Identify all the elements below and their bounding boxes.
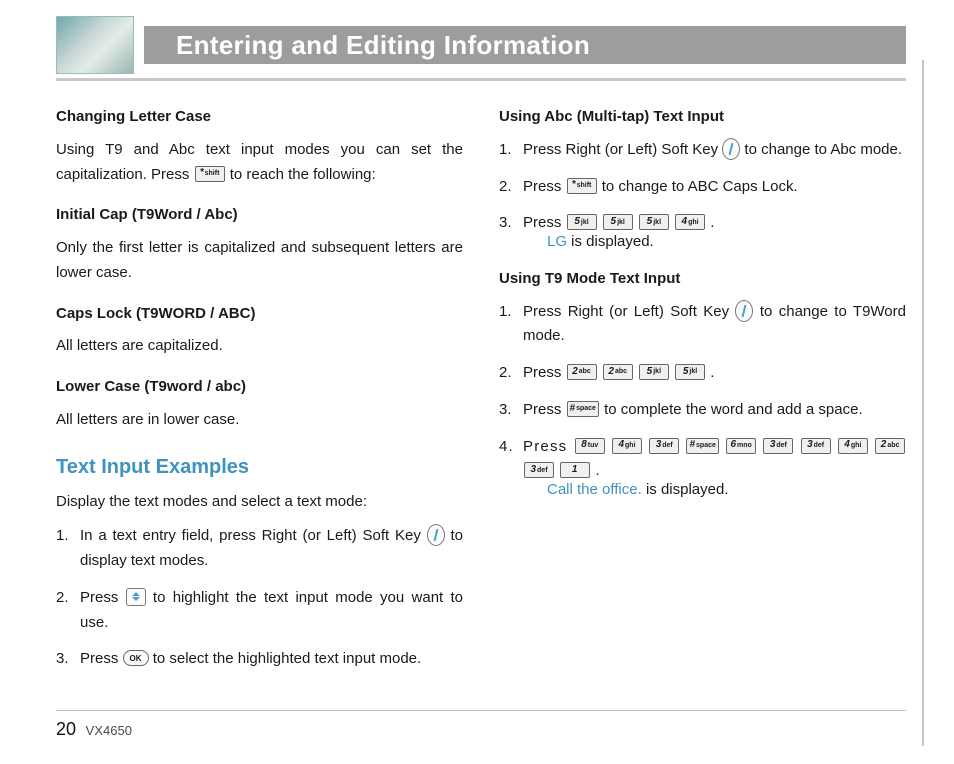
para-lower-case: All letters are in lower case.: [56, 408, 463, 433]
key-5: 5jkl: [603, 214, 633, 230]
result-call-office: Call the office. is displayed.: [523, 478, 906, 503]
key-sequence: 5jkl 5jkl 5jkl 4ghi: [566, 214, 711, 231]
list-text-input-examples: In a text entry field, press Right (or L…: [56, 524, 463, 672]
key-4: 4ghi: [675, 214, 705, 230]
key-sequence: 2abc 2abc 5jkl 5jkl: [566, 364, 711, 381]
list-item: Press 5jkl 5jkl 5jkl 4ghi . LG is displa…: [499, 211, 906, 255]
ok-key-icon: OK: [123, 650, 149, 666]
left-column: Changing Letter Case Using T9 and Abc te…: [56, 99, 463, 684]
key-4: 4ghi: [612, 438, 642, 454]
header-rule: [56, 78, 906, 81]
key-4: 4ghi: [838, 438, 868, 454]
list-item: In a text entry field, press Right (or L…: [56, 524, 463, 574]
page: Entering and Editing Information Changin…: [0, 0, 954, 764]
key-2: 2abc: [875, 438, 905, 454]
footer-line: 20 VX4650: [56, 719, 906, 740]
key-2: 2abc: [603, 364, 633, 380]
result-lg: LG is displayed.: [523, 230, 906, 255]
right-margin-rule: [922, 60, 924, 746]
header-image: [56, 16, 134, 74]
heading-lower-case: Lower Case (T9word / abc): [56, 375, 463, 400]
key-8: 8tuv: [575, 438, 605, 454]
para-text-input-examples: Display the text modes and select a text…: [56, 490, 463, 515]
key-hash: #space: [567, 401, 599, 417]
softkey-icon: [735, 300, 753, 322]
key-3: 3def: [763, 438, 793, 454]
key-1: 1: [560, 462, 590, 478]
page-number: 20: [56, 719, 76, 739]
nav-key-icon: [126, 588, 146, 606]
list-abc: Press Right (or Left) Soft Key to change…: [499, 138, 906, 255]
page-title: Entering and Editing Information: [176, 30, 590, 61]
heading-caps-lock: Caps Lock (T9WORD / ABC): [56, 302, 463, 327]
list-item: Press Right (or Left) Soft Key to change…: [499, 300, 906, 350]
list-item: Press #space to complete the word and ad…: [499, 398, 906, 423]
footer-rule: [56, 710, 906, 711]
right-column: Using Abc (Multi-tap) Text Input Press R…: [499, 99, 906, 684]
list-item: Press *shift to change to ABC Caps Lock.: [499, 175, 906, 200]
softkey-icon: [427, 524, 445, 546]
heading-abc-multitap: Using Abc (Multi-tap) Text Input: [499, 105, 906, 130]
content-columns: Changing Letter Case Using T9 and Abc te…: [56, 99, 906, 684]
list-item: Press OK to select the highlighted text …: [56, 647, 463, 672]
key-hash: #space: [686, 438, 718, 454]
heading-initial-cap: Initial Cap (T9Word / Abc): [56, 203, 463, 228]
list-item: Press 2abc 2abc 5jkl 5jkl .: [499, 361, 906, 386]
key-6: 6mno: [726, 438, 756, 454]
key-sequence: 8tuv 4ghi 3def #space 6mno 3def 3def 4gh…: [523, 438, 906, 480]
key-5: 5jkl: [675, 364, 705, 380]
para-changing-case: Using T9 and Abc text input modes you ca…: [56, 138, 463, 188]
key-5: 5jkl: [567, 214, 597, 230]
list-item: Press Right (or Left) Soft Key to change…: [499, 138, 906, 163]
model-number: VX4650: [86, 723, 132, 738]
key-5: 5jkl: [639, 214, 669, 230]
list-t9: Press Right (or Left) Soft Key to change…: [499, 300, 906, 503]
list-item: Press to highlight the text input mode y…: [56, 586, 463, 636]
key-star: *shift: [567, 178, 597, 194]
header: Entering and Editing Information: [56, 16, 906, 74]
key-3: 3def: [524, 462, 554, 478]
softkey-icon: [722, 138, 740, 160]
list-item: Press 8tuv 4ghi 3def #space 6mno 3def 3d…: [499, 435, 906, 503]
heading-changing-case: Changing Letter Case: [56, 105, 463, 130]
key-3: 3def: [801, 438, 831, 454]
key-2: 2abc: [567, 364, 597, 380]
para-caps-lock: All letters are capitalized.: [56, 334, 463, 359]
heading-text-input-examples: Text Input Examples: [56, 451, 463, 484]
key-star: *shift: [195, 166, 225, 182]
key-5: 5jkl: [639, 364, 669, 380]
key-3: 3def: [649, 438, 679, 454]
page-title-bar: Entering and Editing Information: [144, 26, 906, 64]
heading-t9-mode: Using T9 Mode Text Input: [499, 267, 906, 292]
para-initial-cap: Only the first letter is capitalized and…: [56, 236, 463, 286]
footer: 20 VX4650: [56, 710, 906, 740]
